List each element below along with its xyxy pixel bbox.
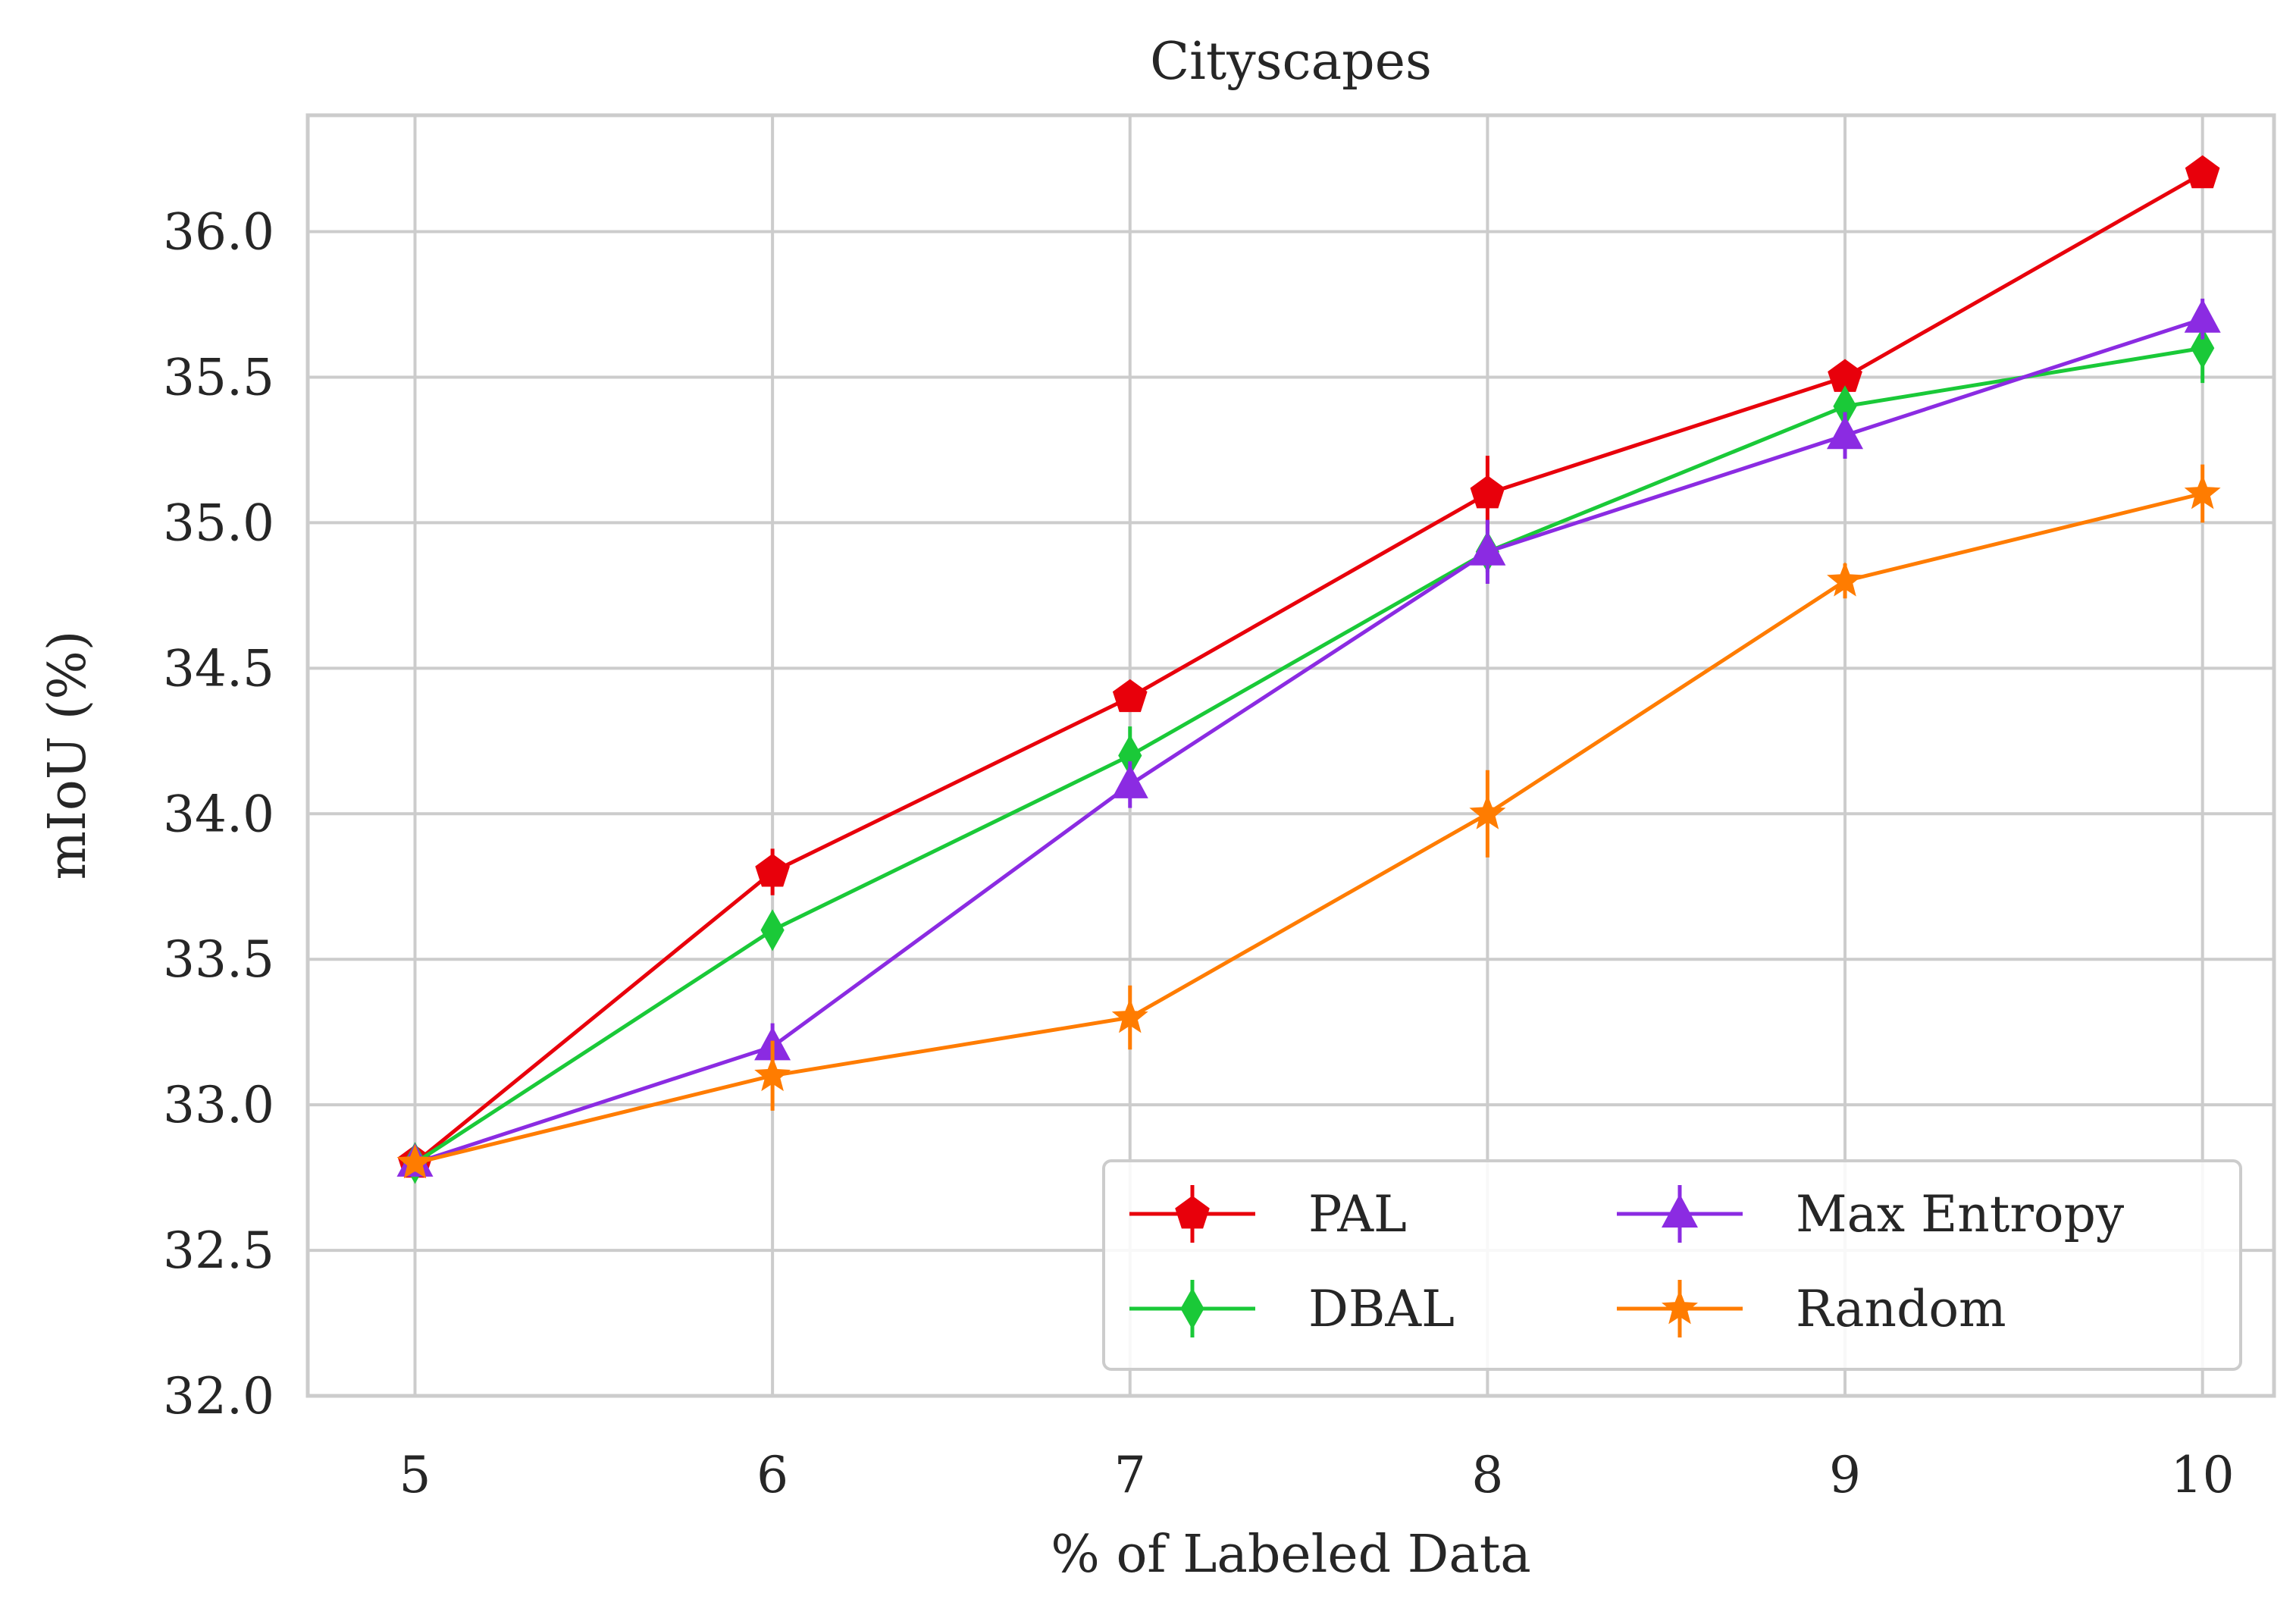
series-line [414,346,2204,1165]
data-point [1833,385,1857,428]
series-line [413,171,2204,1165]
legend: PAL DBAL Max Entropy Random [1102,1159,2242,1371]
data-point [2184,474,2221,510]
y-tick-label: 32.0 [163,1367,274,1425]
y-tick-label: 33.5 [163,930,274,989]
data-point [1469,531,1506,566]
data-point [1470,475,1505,509]
data-point [1469,795,1506,829]
legend-item-pal: PAL [1129,1185,1407,1243]
legend-label: Random [1796,1280,2006,1338]
data-point [1828,359,1862,392]
x-tick-label: 5 [399,1446,431,1504]
x-tick-label: 10 [2171,1446,2235,1504]
legend-marker [1662,1193,1698,1228]
legend-box [1102,1159,2242,1371]
data-point [2185,155,2220,189]
tick-labels: 32.0 32.5 33.0 33.5 34.0 34.5 35.0 35.5 36.0 5 6 7 8… [163,203,2235,1504]
data-point [760,909,785,952]
legend-item-max-entropy: Max Entropy [1617,1185,2125,1243]
chart-title: Cityscapes [1150,32,1432,92]
data-point [1111,764,1148,798]
plot-frame [305,113,2276,1398]
series-random [396,464,2221,1179]
legend-marker [1180,1287,1204,1330]
y-tick-label: 34.5 [163,639,274,698]
data-point [1118,734,1142,777]
legend-label: Max Entropy [1796,1185,2125,1243]
series-max-entropy [396,298,2221,1177]
x-tick-label: 8 [1471,1446,1503,1504]
data-point [754,1056,791,1092]
legend-item-dbal: DBAL [1129,1280,1455,1338]
legend-marker [1662,1289,1698,1325]
y-tick-label: 33.0 [163,1076,274,1134]
y-tick-label: 32.5 [163,1221,274,1280]
data-point [1827,562,1863,597]
legend-label: PAL [1308,1185,1407,1243]
series-line [414,317,2204,1165]
data-point [2191,327,2215,369]
y-tick-label: 34.0 [163,785,274,843]
x-tick-label: 6 [756,1446,788,1504]
series-dbal [403,313,2215,1184]
y-tick-label: 35.5 [163,348,274,406]
series-group [396,155,2221,1184]
y-axis-label: mIoU (%) [38,631,98,880]
y-tick-label: 36.0 [163,203,274,262]
data-point [396,1143,434,1179]
y-tick-label: 35.0 [163,494,274,552]
legend-item-random: Random [1617,1280,2006,1338]
legend-label: DBAL [1308,1280,1455,1338]
x-axis-label: % of Labeled Data [1051,1525,1530,1585]
data-point [1112,679,1148,713]
data-point [1111,998,1148,1033]
legend-marker [1175,1196,1210,1229]
data-point [755,854,790,887]
x-tick-label: 7 [1114,1446,1146,1504]
data-point [1827,415,1863,450]
data-point [2184,299,2221,333]
x-tick-label: 9 [1829,1446,1861,1504]
series-line [414,491,2204,1165]
